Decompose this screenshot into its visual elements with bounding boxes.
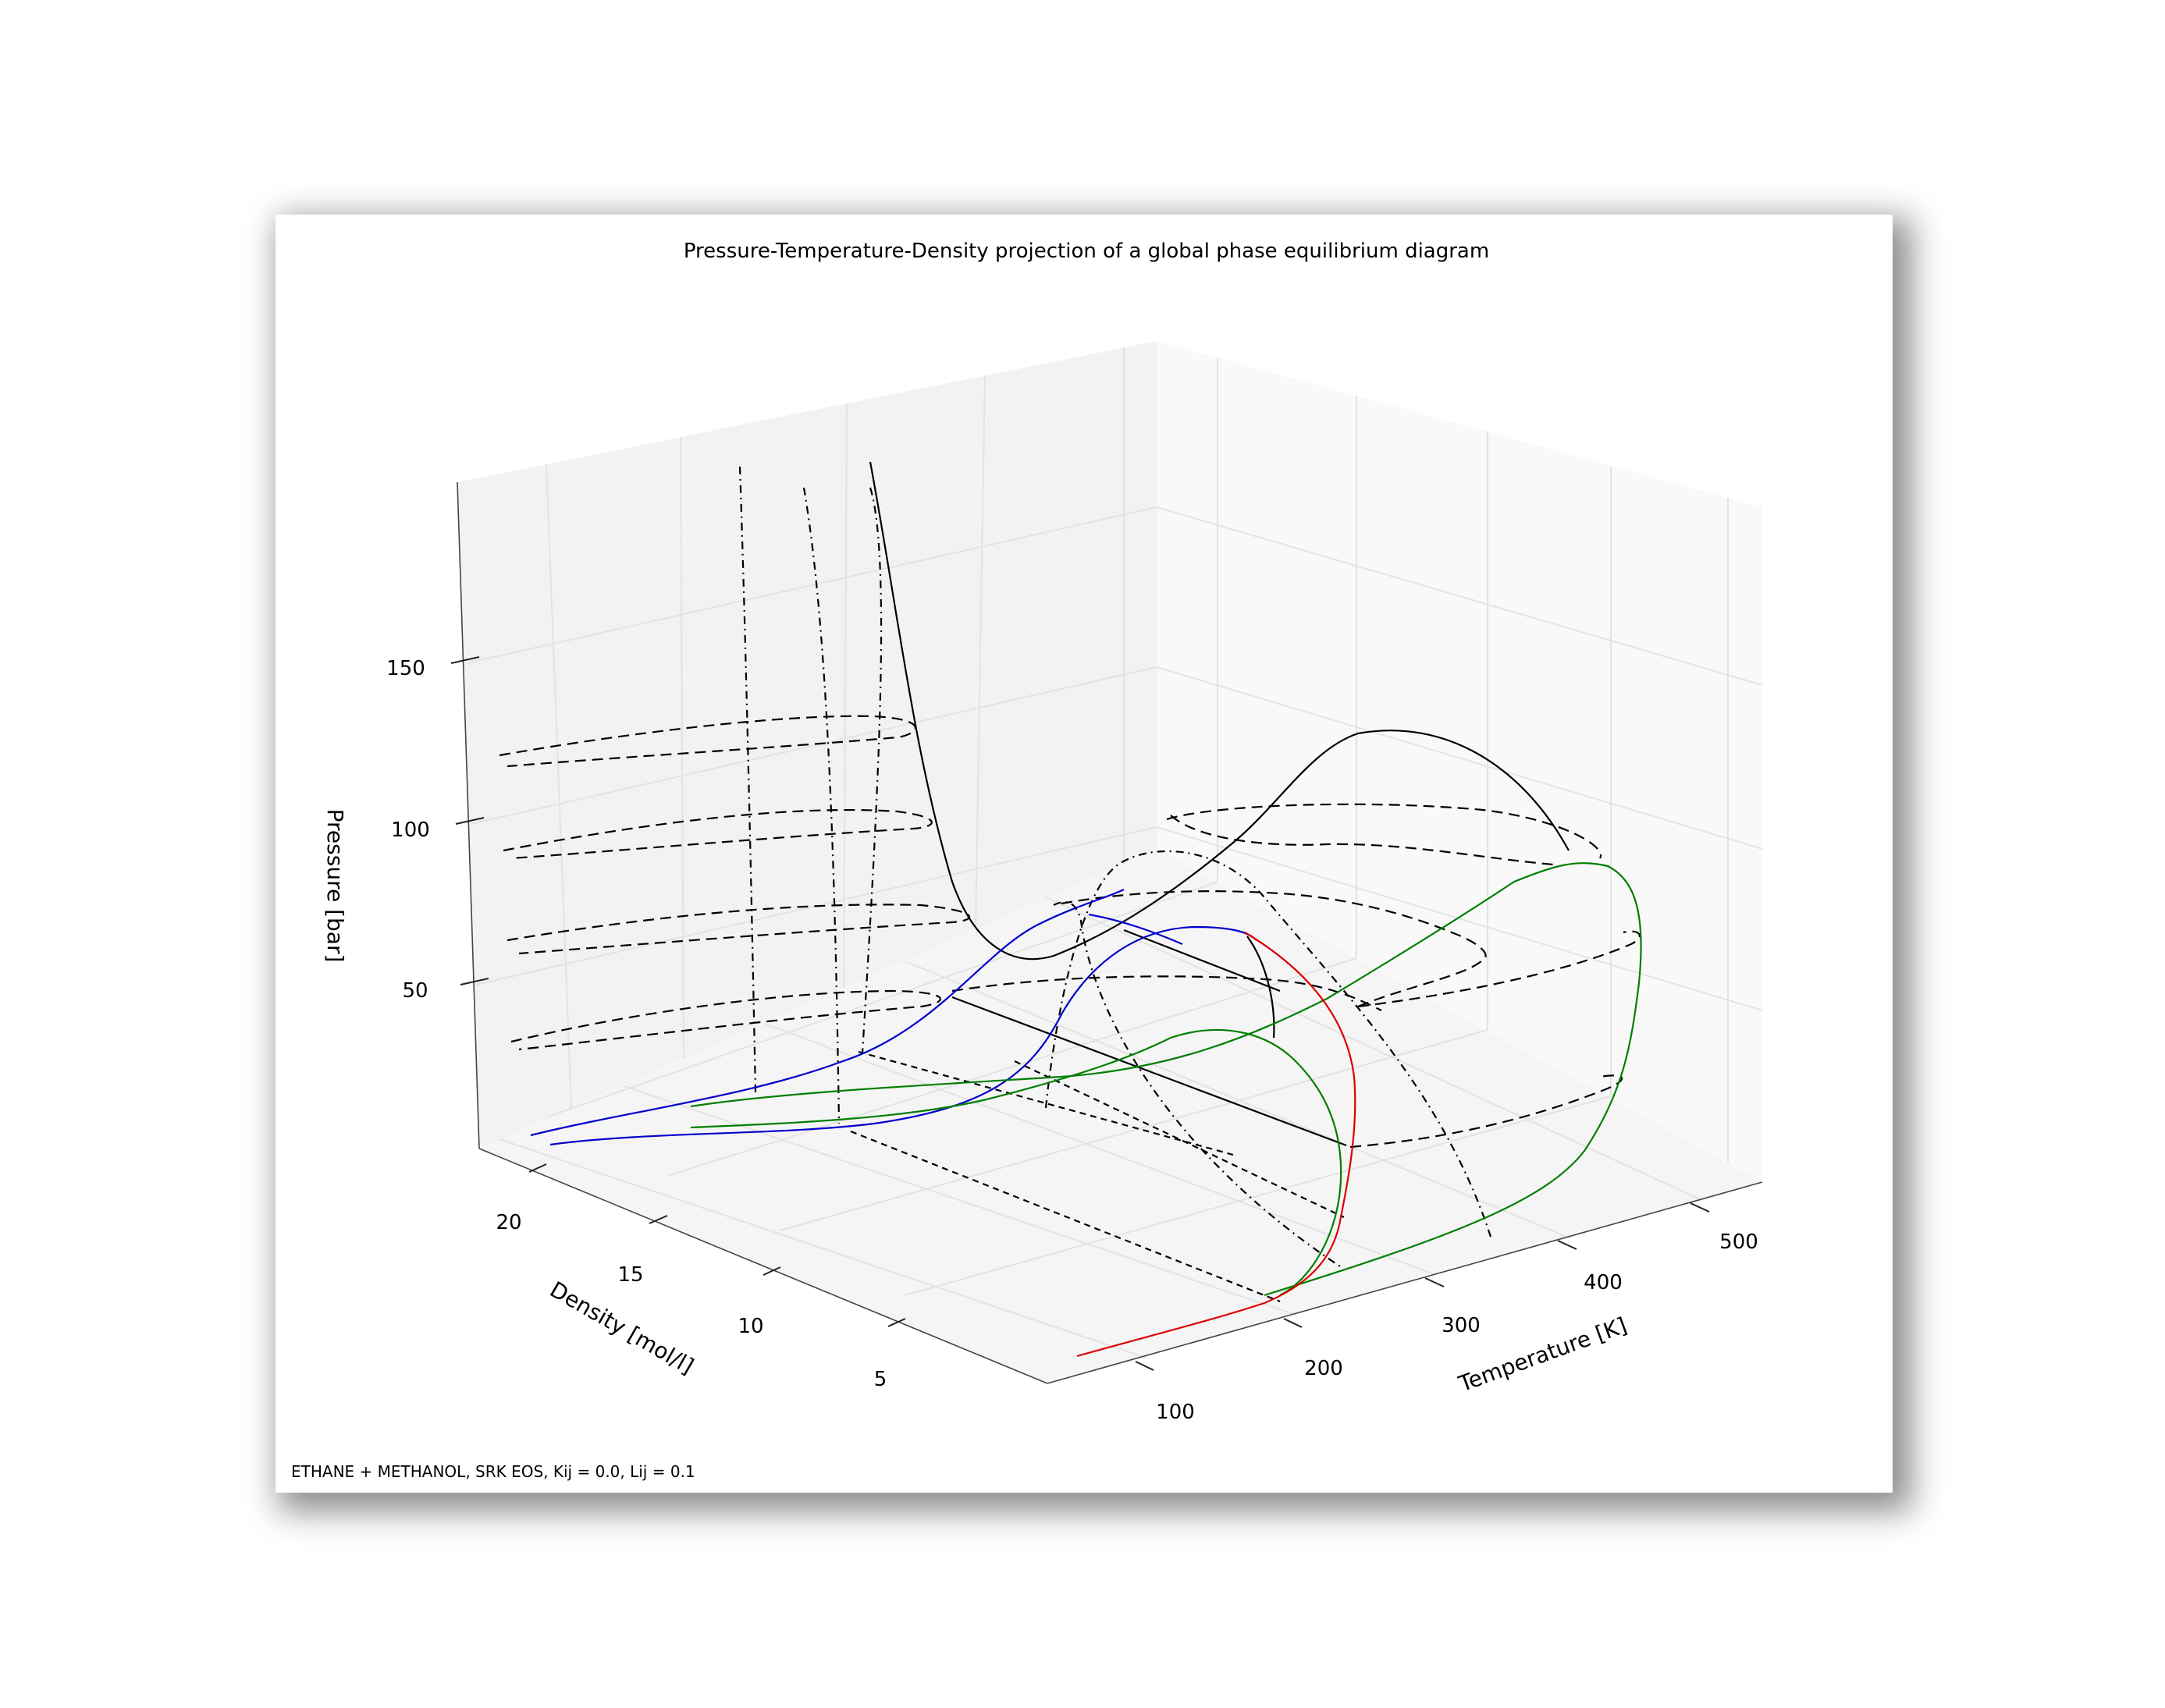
z-tick-50 [460,978,489,985]
x-tick-400 [1557,1240,1577,1250]
grid-line [764,1023,1437,1276]
z-tick-label: 150 [386,657,425,680]
grid-line [499,1138,1146,1358]
x-tick-500 [1690,1202,1710,1213]
y-tick-label: 20 [496,1211,521,1234]
z-tick-150 [450,656,480,664]
series-black-critical-line [869,461,1570,961]
data-curves [499,461,1642,1358]
y-tick-label: 5 [874,1368,887,1391]
y-tick-label: 10 [738,1315,763,1338]
grid-line [975,375,986,929]
y-axis-line [478,1148,1048,1384]
series-blue-curve-2 [1088,913,1183,946]
z-tick-label: 50 [402,979,428,1003]
x-axis-line [1047,1181,1763,1384]
x-tick-200 [1283,1318,1303,1328]
series-dashed-isobar [1357,930,1641,1008]
x-axis-label: Temperature [K] [1455,1312,1630,1397]
grid-line [546,463,572,1109]
panes [457,341,1762,1383]
series-dashed-isobar [510,989,942,1051]
grid-line [780,1029,1488,1231]
grid-line [624,1085,1296,1316]
pane-floor [479,849,1762,1383]
x-tick-label: 300 [1442,1314,1481,1337]
series-dashed-isobar [507,904,971,955]
tick-marks [450,656,1710,1371]
grid-line [546,881,1218,1118]
footnote: ETHANE + METHANOL, SRK EOS, Kij = 0.0, L… [291,1462,695,1481]
grid-line [905,961,1570,1238]
z-tick-100 [455,817,485,825]
series-black-three-phase-line [951,996,1347,1147]
x-tick-label: 100 [1156,1401,1195,1424]
grid-line [680,436,684,1059]
z-tick-label: 100 [391,818,430,842]
series-green-curve [690,861,1642,1297]
x-tick-300 [1424,1277,1445,1287]
series-black-vertical [1246,936,1275,1039]
series-dashed-isobar [503,808,933,860]
y-tick-20 [528,1163,547,1173]
y-tick-label: 15 [617,1263,643,1287]
grid-line [471,666,1157,825]
series-blue-curve [549,925,1257,1146]
x-tick-label: 200 [1304,1357,1343,1380]
series-dashed-isobar [499,715,916,768]
series-green-curve [690,1028,1342,1296]
series-blue-curve [530,889,1125,1137]
grid-line [843,403,848,989]
z-axis-label: Pressure [bar] [322,809,348,963]
grid-line [1156,826,1763,1011]
series-dashed-isobar [1061,890,1487,1008]
grid-line [667,957,1357,1177]
z-axis-line [457,481,480,1149]
grid [466,347,1763,1358]
chart-title: Pressure-Temperature-Density projection … [684,240,1489,263]
grid-line [1156,506,1763,686]
grid-line [466,506,1157,664]
x-tick-label: 400 [1584,1271,1623,1294]
series-dashed-isobar [1170,815,1554,866]
y-tick-10 [763,1266,781,1276]
series-black-three-phase-line-2 [1123,929,1281,992]
grid-line [905,1095,1612,1296]
grid-line [1045,897,1702,1201]
y-tick-5 [887,1318,906,1327]
y-axis-label: Density [mol/l] [546,1277,698,1380]
x-tick-label: 500 [1719,1230,1758,1254]
series-dashed-fine [1014,1060,1345,1218]
series-dashdot-isotherm [802,487,841,1124]
axes [457,481,1763,1384]
series-dashed-isobar [1166,803,1602,859]
tick-labels: 150 100 50 20 15 10 5 100 200 300 400 50… [386,657,1758,1424]
series-dashdot-isotherm [861,487,883,1054]
x-tick-100 [1135,1361,1154,1371]
series-red-curve [1076,932,1356,1358]
series-dashdot-isotherm [738,466,757,1093]
grid-line [1156,666,1763,850]
y-tick-15 [649,1215,668,1224]
series-dashed-fine [850,1130,1281,1303]
